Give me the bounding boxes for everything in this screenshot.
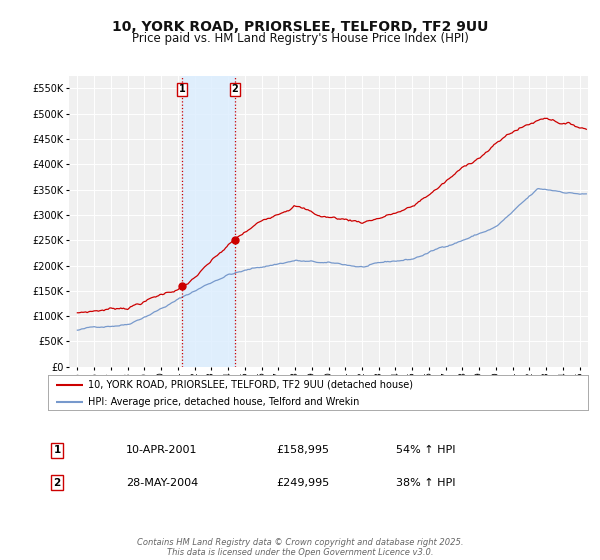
Text: 38% ↑ HPI: 38% ↑ HPI bbox=[396, 478, 455, 488]
Text: 54% ↑ HPI: 54% ↑ HPI bbox=[396, 445, 455, 455]
Text: 2: 2 bbox=[232, 84, 238, 94]
Text: HPI: Average price, detached house, Telford and Wrekin: HPI: Average price, detached house, Telf… bbox=[89, 397, 360, 407]
Text: Contains HM Land Registry data © Crown copyright and database right 2025.
This d: Contains HM Land Registry data © Crown c… bbox=[137, 538, 463, 557]
Text: £158,995: £158,995 bbox=[276, 445, 329, 455]
Text: 2: 2 bbox=[53, 478, 61, 488]
Text: £249,995: £249,995 bbox=[276, 478, 329, 488]
Text: 28-MAY-2004: 28-MAY-2004 bbox=[126, 478, 198, 488]
Text: 1: 1 bbox=[53, 445, 61, 455]
Text: Price paid vs. HM Land Registry's House Price Index (HPI): Price paid vs. HM Land Registry's House … bbox=[131, 32, 469, 45]
Text: 10, YORK ROAD, PRIORSLEE, TELFORD, TF2 9UU (detached house): 10, YORK ROAD, PRIORSLEE, TELFORD, TF2 9… bbox=[89, 380, 413, 390]
Text: 1: 1 bbox=[179, 84, 186, 94]
Bar bbox=[182, 76, 235, 367]
Text: 10-APR-2001: 10-APR-2001 bbox=[126, 445, 197, 455]
Text: 10, YORK ROAD, PRIORSLEE, TELFORD, TF2 9UU: 10, YORK ROAD, PRIORSLEE, TELFORD, TF2 9… bbox=[112, 20, 488, 34]
